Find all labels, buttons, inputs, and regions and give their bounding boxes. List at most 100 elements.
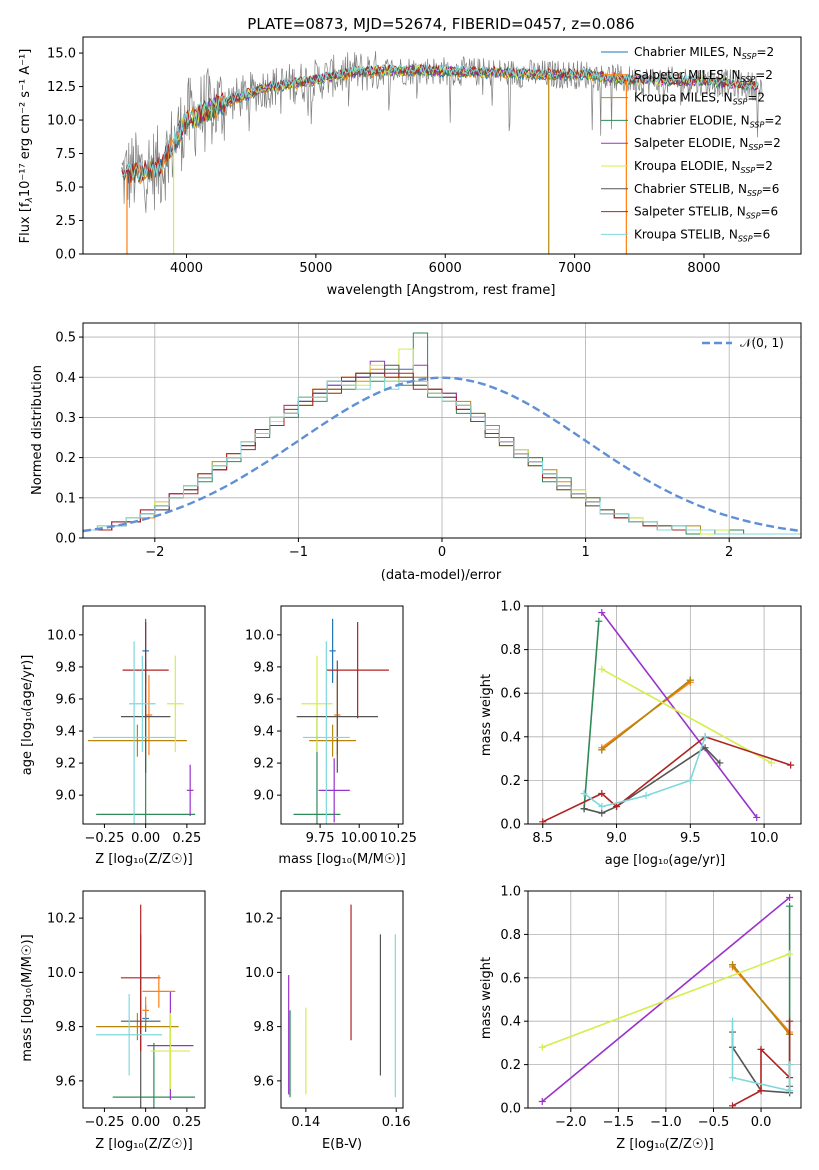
mass_vs_EBV-ytick-label-0: 9.6 [253, 1074, 274, 1089]
mass_vs_Z-ytick-label-2: 10.0 [47, 966, 76, 981]
spectrum-ytick-label-2: 5.0 [55, 181, 76, 196]
weight_vs_Z-xtick-label-0: −2.0 [555, 1115, 587, 1130]
mass_vs_EBV-xtick-label-0: 0.14 [291, 1115, 320, 1130]
residuals-xtick-label-2: 0 [438, 545, 446, 560]
weight_vs_age-xtick-label-1: 9.0 [606, 831, 627, 846]
weight_vs_age-line-chabrier_elodie [583, 621, 600, 809]
spectrum-legend-suffix-5: =2 [755, 159, 773, 173]
residuals-legend-label: 𝒩(0, 1) [740, 336, 784, 350]
residuals-y-label: Normed distribution [30, 365, 45, 495]
residuals-ytick-label-1: 0.1 [55, 491, 76, 506]
spectrum-model-kroupa_stelib [121, 63, 759, 180]
weight_vs_Z-marker-kroupa_stelib-1 [729, 1074, 737, 1082]
spectrum-legend-label-3: Chabrier ELODIE, NSSP=2 [634, 113, 782, 129]
age-vs-metallicity-panel: −0.25 0.00 0.25 9.0 9.2 9.4 9.6 9.8 10.0 Z [log₁… [20, 605, 206, 867]
age_vs_Z-xtick-label-1: 0.00 [131, 831, 160, 846]
spectrum-panel: PLATE=0873, MJD=52674, FIBERID=0457, z=0… [18, 15, 802, 298]
age_vs_Z-ytick-label-2: 9.4 [55, 725, 76, 740]
spectrum-legend-suffix-2: =2 [747, 91, 765, 105]
age-vs-mass-panel: 9.75 10.00 10.25 9.0 9.2 9.4 9.6 9.8 10.0 mass [… [245, 605, 417, 867]
mass_vs_EBV-errorbars [288, 904, 396, 1098]
spectrum-xtick-label-2: 6000 [429, 261, 462, 276]
spectrum-legend-sub-0: SSP [742, 52, 757, 61]
residuals-legend: 𝒩(0, 1) [702, 336, 784, 350]
age-vs-metallicity-y-label: age [log₁₀(age/yr)] [20, 655, 35, 776]
spectrum-lines [121, 51, 763, 254]
age_vs_Z-frame [82, 605, 206, 825]
weight-vs-age-y-label: mass weight [479, 674, 494, 756]
age-vs-mass-x-label: mass [log₁₀(M/M☉)] [278, 852, 405, 867]
weight_vs_Z-ytick-label-5: 1.0 [500, 885, 521, 900]
spectrum-legend-sub-4: SSP [748, 143, 763, 152]
mass_vs_Z-frame [82, 890, 206, 1109]
weight_vs_age-xtick-label-2: 9.5 [680, 831, 701, 846]
spectrum-legend-text-4: Salpeter ELODIE, N [634, 136, 748, 150]
residuals-normal-curve [83, 376, 801, 533]
weight_vs_Z-xtick-label-3: −0.5 [698, 1115, 730, 1130]
age_vs_mass-ytick-label-4: 9.8 [253, 660, 274, 675]
weight-vs-age-axes: 8.5 9.0 9.5 10.0 0.0 0.2 0.4 0.6 0.8 1.0 [500, 600, 802, 846]
spectrum-xtick-label-3: 7000 [558, 261, 591, 276]
spectrum-legend-sub-8: SSP [738, 234, 753, 243]
weight-vs-metallicity-x-label: Z [log₁₀(Z/Z☉)] [616, 1137, 713, 1152]
weight_vs_age-ytick-label-2: 0.4 [500, 730, 521, 745]
spectrum-xtick-label-0: 4000 [170, 261, 203, 276]
spectrum-ytick-label-5: 12.5 [47, 80, 76, 95]
spectrum-ytick-label-3: 7.5 [55, 147, 76, 162]
spectrum-legend-text-6: Chabrier STELIB, N [634, 182, 747, 196]
weight_vs_Z-marker-kroupa_stelib-3 [786, 1061, 794, 1069]
weight_vs_Z-marker-salpeter_stelib-0 [729, 1102, 737, 1108]
weight_vs_Z-line-salpeter_elodie [541, 896, 791, 1103]
weight_vs_age-marker-kroupa_stelib-1 [598, 803, 606, 811]
spectrum-legend-label-4: Salpeter ELODIE, NSSP=2 [634, 136, 781, 152]
spectrum-legend-suffix-3: =2 [764, 113, 782, 127]
mass_vs_EBV-xtick-label-1: 0.16 [382, 1115, 411, 1130]
spectrum-plot-area [121, 51, 763, 254]
spectrum-legend-suffix-6: =6 [762, 182, 780, 196]
residuals-axes: −2 −1 0 1 2 0.0 0.1 0.2 0.3 0.4 0.5 [55, 322, 802, 560]
mass-vs-metallicity-axes: −0.25 0.00 0.25 9.6 9.8 10.0 10.2 [47, 890, 206, 1130]
weight_vs_age-line-kroupa_elodie [601, 668, 772, 764]
weight_vs_age-marker-kroupa_stelib-0 [580, 789, 588, 797]
spectrum-legend-label-2: Kroupa MILES, NSSP=2 [634, 91, 765, 107]
weight_vs_age-marker-kroupa_stelib-3 [686, 776, 694, 784]
weight_vs_Z-marker-salpeter_stelib-2 [757, 1045, 765, 1053]
weight_vs_age-ytick-label-0: 0.0 [500, 818, 521, 833]
weight-vs-age-panel: 8.5 9.0 9.5 10.0 0.0 0.2 0.4 0.6 0.8 1.0 age [log… [479, 600, 802, 868]
weight_vs_age-marker-kroupa_elodie-1 [767, 759, 775, 767]
age_vs_Z-errorbars [87, 618, 196, 824]
spectrum-y-label: Flux [fλ10⁻¹⁷ erg cm⁻² s⁻¹ A⁻¹] [18, 49, 35, 244]
spectrum-legend-label-6: Chabrier STELIB, NSSP=6 [634, 182, 779, 198]
spectrum-legend-sub-6: SSP [747, 189, 762, 198]
weight_vs_age-ytick-label-4: 0.8 [500, 643, 521, 658]
spectrum-legend-label-1: Salpeter MILES, NSSP=2 [634, 68, 773, 84]
mass_vs_Z-ytick-label-3: 10.2 [47, 912, 76, 927]
spectrum-title: PLATE=0873, MJD=52674, FIBERID=0457, z=0… [247, 15, 634, 33]
mass-vs-extinction-panel: 0.14 0.16 9.6 9.8 10.0 10.2 E(B-V) [245, 890, 411, 1152]
mass-vs-metallicity-panel: −0.25 0.00 0.25 9.6 9.8 10.0 10.2 Z [log₁₀(Z/Z… [20, 890, 206, 1152]
spectrum-legend-suffix-8: =6 [753, 227, 771, 241]
residuals-ytick-label-4: 0.4 [55, 371, 76, 386]
weight_vs_age-ytick-label-1: 0.2 [500, 774, 521, 789]
weight_vs_Z-xtick-label-4: 0.0 [751, 1115, 772, 1130]
age_vs_mass-ytick-label-2: 9.4 [253, 725, 274, 740]
weight_vs_Z-line-kroupa_miles [731, 964, 791, 1035]
residuals-ytick-label-3: 0.3 [55, 411, 76, 426]
age_vs_Z-xtick-label-0: −0.25 [85, 831, 125, 846]
weight_vs_age-marker-salpeter_stelib-2 [613, 803, 621, 811]
weight_vs_age-marker-chabrier_stelib-4 [716, 759, 724, 767]
weight_vs_age-marker-salpeter_stelib-0 [539, 818, 547, 824]
weight_vs_age-marker-salpeter_stelib-1 [598, 789, 606, 797]
mass_vs_EBV-ytick-label-3: 10.2 [245, 912, 274, 927]
spectrum-xtick-label-4: 8000 [687, 261, 720, 276]
spectrum-legend-sub-3: SSP [750, 120, 765, 129]
weight_vs_age-marker-kroupa_stelib-4 [701, 733, 709, 741]
weight_vs_age-marker-chabrier_stelib-3 [701, 744, 709, 752]
mass_vs_Z-xtick-label-1: 0.00 [131, 1115, 160, 1130]
weight_vs_Z-ytick-label-2: 0.4 [500, 1015, 521, 1030]
spectrum-legend-label-8: Kroupa STELIB, NSSP=6 [634, 227, 770, 243]
age_vs_Z-xtick-label-2: 0.25 [172, 831, 201, 846]
weight-vs-age-plot-area [528, 605, 801, 825]
age-vs-metallicity-x-label: Z [log₁₀(Z/Z☉)] [95, 852, 192, 867]
